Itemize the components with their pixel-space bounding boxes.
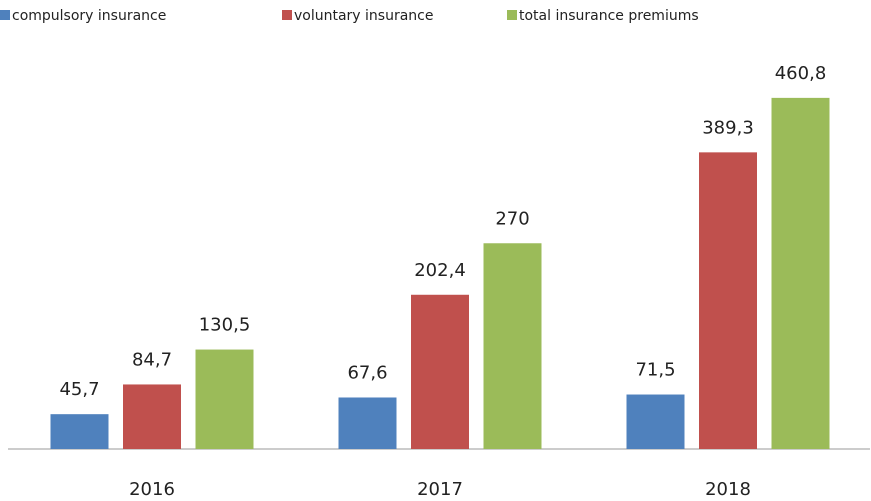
data-label: 84,7 [132, 349, 172, 370]
x-tick-label: 2016 [129, 479, 175, 500]
bar [771, 97, 830, 450]
bar [411, 294, 469, 449]
data-label: 71,5 [635, 360, 675, 381]
data-label: 202,4 [414, 260, 466, 281]
legend-swatch [0, 10, 10, 20]
data-label: 389,3 [702, 117, 754, 138]
legend-label: total insurance premiums [519, 8, 699, 24]
legend-label: compulsory insurance [12, 8, 166, 24]
legend-swatch [282, 10, 292, 20]
bar [50, 414, 109, 449]
x-tick-label: 2017 [417, 479, 463, 500]
legend-label: voluntary insurance [294, 8, 434, 24]
bar [626, 394, 685, 449]
bar [338, 397, 397, 449]
data-label: 67,6 [347, 362, 387, 383]
x-tick-label: 2018 [705, 479, 751, 500]
bar [699, 152, 757, 449]
bar [123, 384, 181, 449]
data-label: 45,7 [59, 379, 99, 400]
data-label: 130,5 [199, 315, 251, 336]
bar [195, 349, 254, 449]
legend-swatch [507, 10, 517, 20]
data-label: 270 [495, 208, 529, 229]
bar [483, 243, 542, 449]
data-label: 460,8 [775, 63, 827, 84]
